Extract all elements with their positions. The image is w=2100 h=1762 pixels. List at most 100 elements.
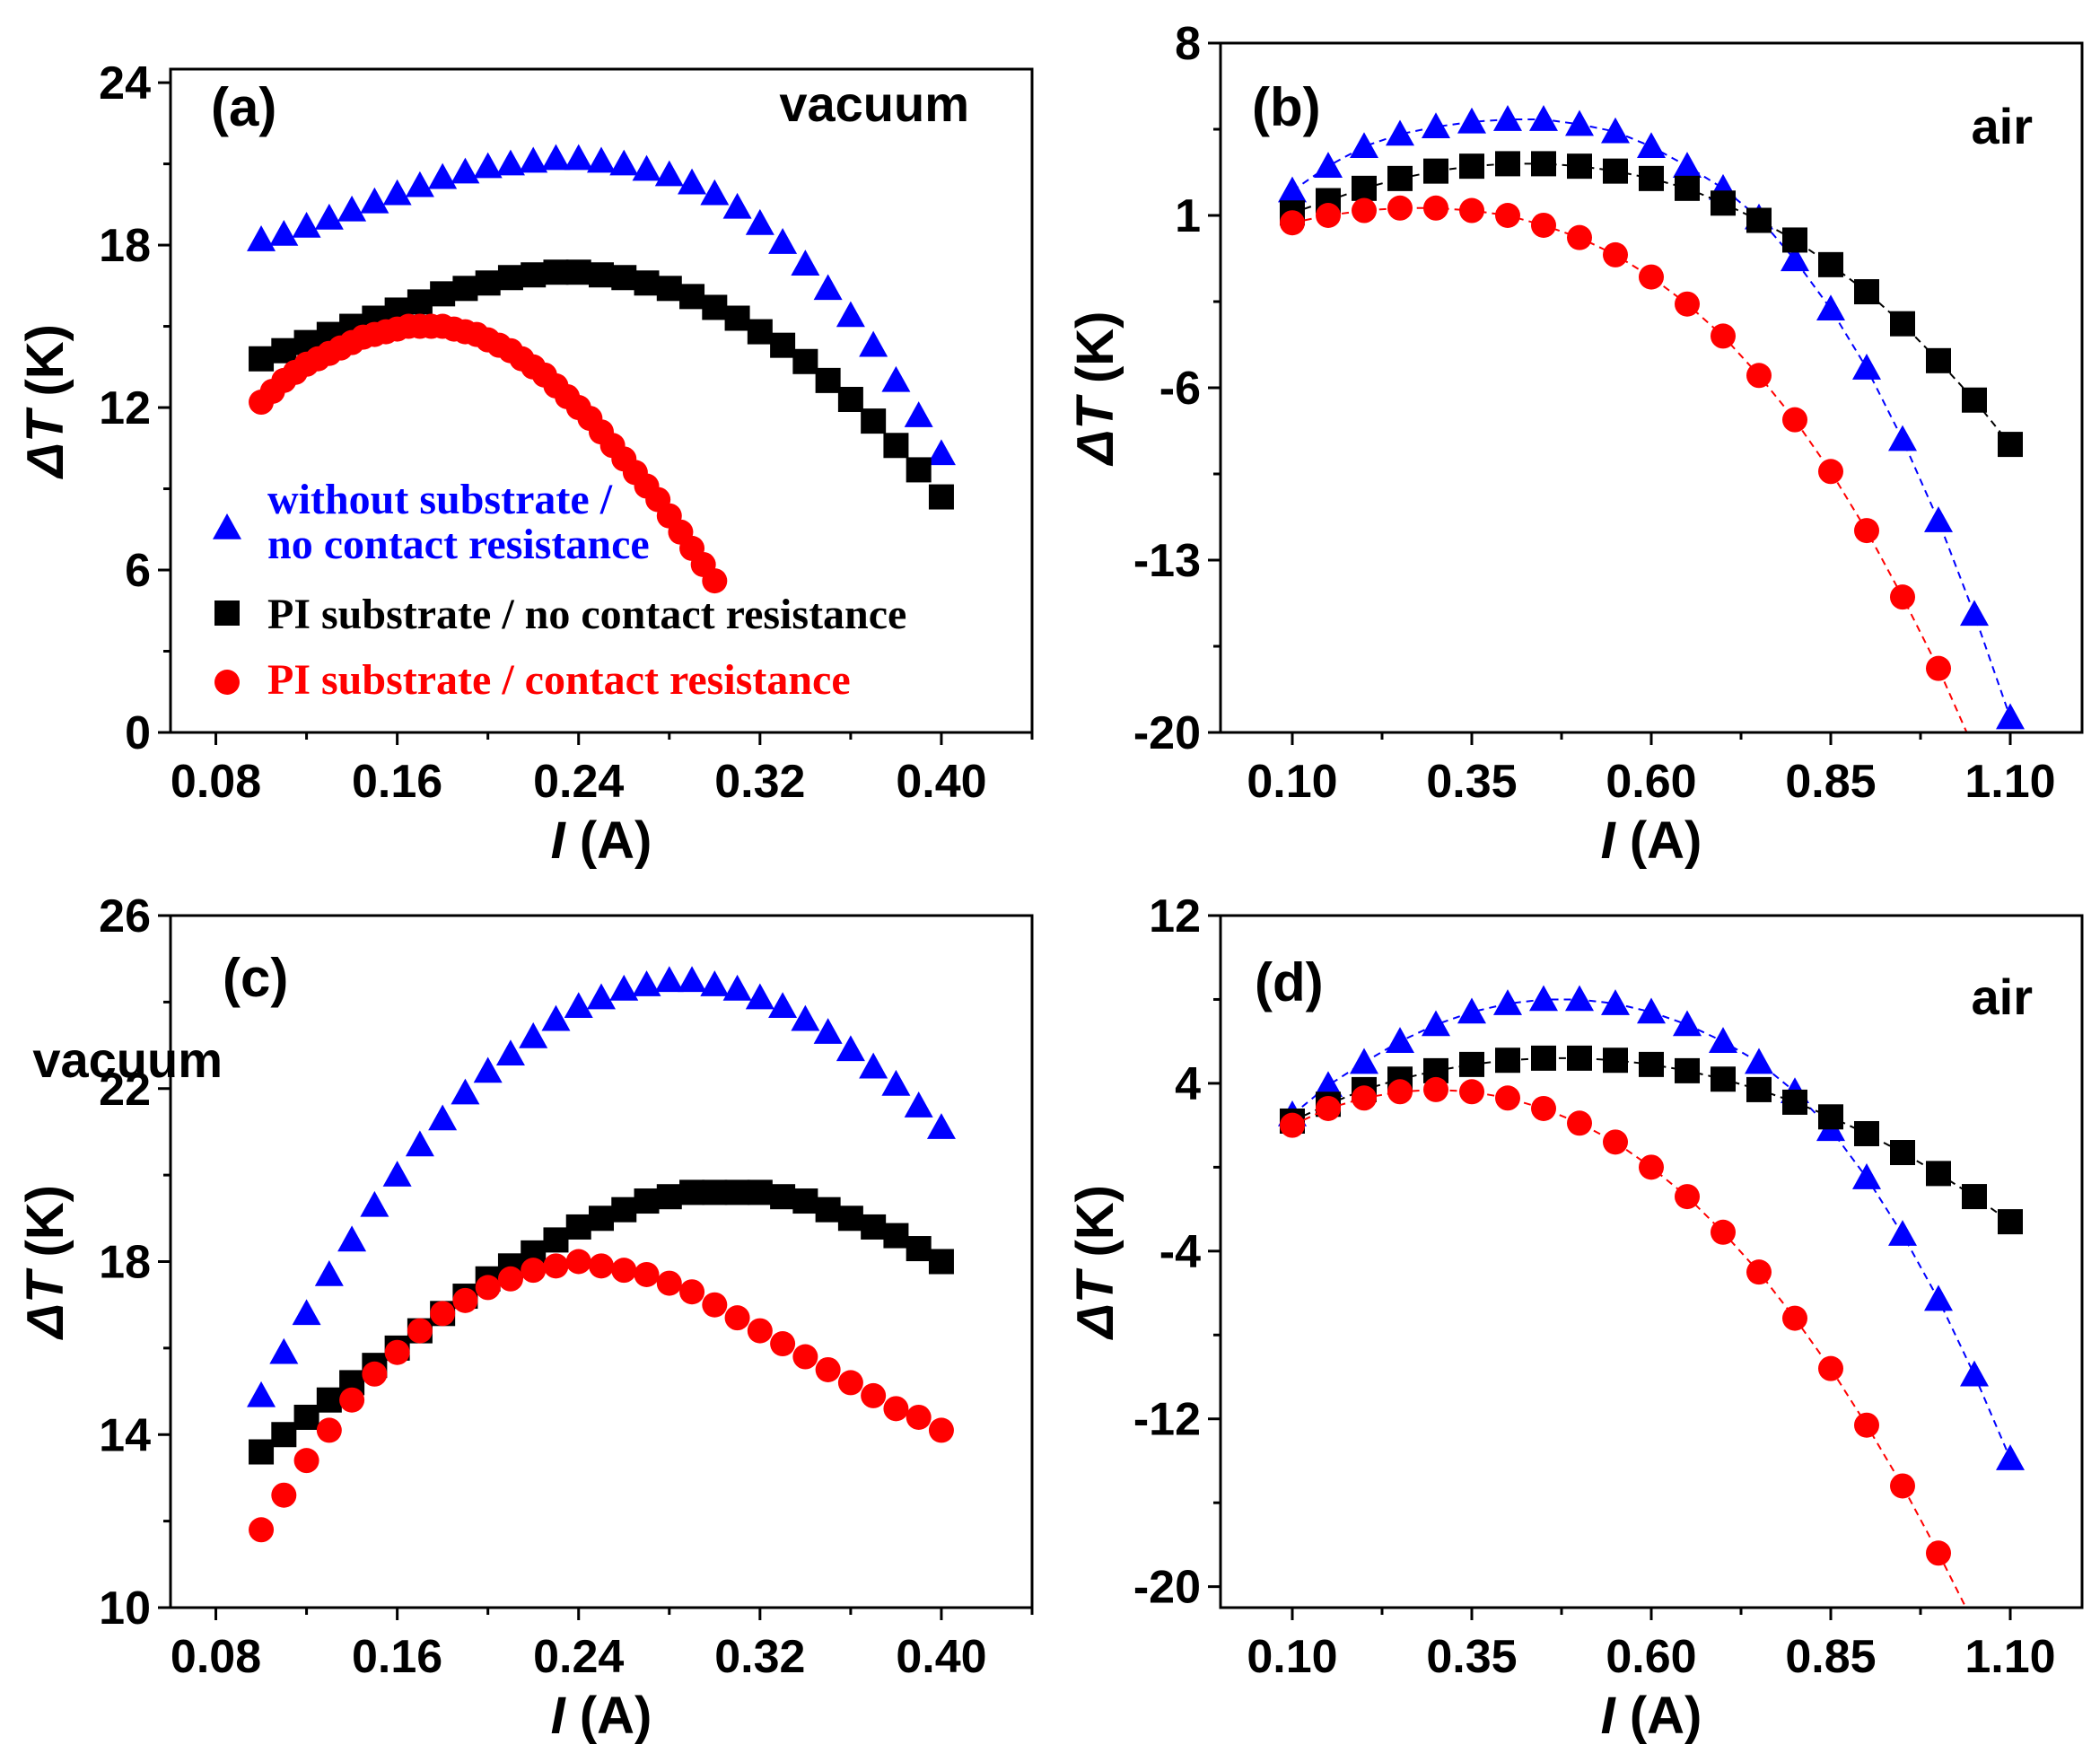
data-point	[473, 1056, 503, 1083]
data-point	[1746, 207, 1772, 233]
x-axis-label: I (A)	[551, 811, 652, 870]
data-point	[360, 187, 389, 214]
plot-area	[1278, 985, 2025, 1714]
plot-area	[247, 966, 956, 1543]
x-tick-label: 0.85	[1785, 1631, 1876, 1683]
y-tick-label: 1	[1175, 190, 1201, 242]
y-tick-label: 10	[99, 1582, 151, 1635]
data-point	[1457, 997, 1486, 1024]
y-tick-label: 4	[1175, 1058, 1201, 1110]
data-point	[1531, 1095, 1556, 1121]
data-point	[1565, 110, 1594, 136]
x-tick-label: 0.35	[1426, 756, 1517, 808]
data-point	[316, 1417, 342, 1443]
data-point	[1746, 363, 1772, 389]
data-point	[428, 162, 458, 189]
legend-label-red: PI substrate / contact resistance	[267, 656, 851, 704]
y-axis-label: ΔT (K)	[1066, 1185, 1124, 1340]
data-point	[745, 983, 774, 1010]
data-point	[1996, 703, 2025, 730]
data-point	[837, 1370, 863, 1396]
data-point	[1459, 197, 1484, 224]
data-point	[1567, 1110, 1592, 1136]
data-point	[521, 262, 547, 288]
y-axis-unit: (K)	[1066, 1185, 1124, 1272]
data-point	[1675, 175, 1700, 201]
data-point	[747, 319, 773, 345]
data-point	[1926, 1540, 1951, 1566]
data-point	[792, 348, 818, 374]
data-point	[293, 1404, 319, 1430]
series-line	[1291, 206, 1968, 732]
data-point	[1960, 1360, 1989, 1387]
data-point	[700, 179, 730, 206]
data-point	[724, 1179, 750, 1205]
data-point	[541, 1004, 571, 1031]
data-point	[883, 1396, 909, 1422]
data-point	[1603, 1048, 1628, 1074]
data-point	[314, 1259, 344, 1286]
data-point	[836, 1035, 865, 1062]
data-point	[1675, 291, 1700, 317]
data-point	[1387, 165, 1413, 191]
data-point	[926, 439, 956, 466]
data-point	[881, 365, 911, 392]
data-point	[928, 1249, 954, 1275]
data-point	[269, 1337, 299, 1364]
data-point	[656, 1270, 682, 1296]
data-point	[722, 974, 752, 1001]
data-point	[1673, 1010, 1702, 1037]
data-point	[1890, 1140, 1915, 1166]
data-point	[271, 1482, 297, 1508]
data-point	[837, 386, 863, 412]
data-point	[1962, 1184, 1987, 1210]
x-axis-variable: I	[1601, 1687, 1617, 1745]
data-point	[611, 265, 637, 291]
data-point	[1782, 1305, 1807, 1331]
x-tick-label: 0.60	[1606, 756, 1696, 808]
data-point	[679, 1279, 705, 1305]
data-point	[1746, 1259, 1772, 1285]
data-point	[451, 157, 480, 184]
data-point	[815, 367, 841, 393]
data-point	[1386, 119, 1414, 146]
data-point	[1495, 1085, 1520, 1111]
data-point	[405, 1130, 434, 1157]
panel-label: (c)	[223, 948, 288, 1008]
data-point	[1529, 105, 1558, 131]
data-point	[791, 1004, 820, 1031]
data-point	[722, 192, 752, 219]
data-point	[1782, 1089, 1807, 1115]
data-point	[405, 171, 434, 197]
data-point	[1998, 1689, 2023, 1714]
data-point	[609, 149, 639, 176]
data-point	[1711, 190, 1736, 216]
data-point	[747, 1318, 773, 1344]
data-point	[565, 1249, 591, 1275]
data-point	[1711, 1219, 1736, 1245]
data-point	[430, 281, 456, 307]
data-point	[859, 1052, 888, 1079]
data-point	[1888, 1220, 1917, 1246]
data-point	[770, 1184, 796, 1210]
x-tick-label: 0.16	[352, 1631, 442, 1683]
legend-marker-red	[214, 670, 240, 695]
data-point	[1352, 175, 1377, 201]
x-tick-label: 0.40	[896, 756, 986, 808]
data-point	[1818, 251, 1843, 277]
data-point	[1960, 600, 1989, 627]
data-point	[1495, 151, 1520, 177]
data-point	[1495, 203, 1520, 228]
data-point	[1890, 584, 1915, 610]
plot-frame	[169, 67, 1034, 734]
data-point	[293, 1448, 319, 1474]
data-point	[428, 1104, 458, 1131]
data-point	[1422, 112, 1450, 139]
y-tick-label: 8	[1175, 18, 1201, 70]
y-axis-label: ΔT (K)	[1066, 311, 1124, 466]
y-tick-label: 18	[99, 220, 151, 272]
data-point	[632, 154, 661, 181]
data-point	[475, 270, 501, 296]
data-point	[1567, 1045, 1592, 1071]
data-point	[813, 1018, 843, 1044]
